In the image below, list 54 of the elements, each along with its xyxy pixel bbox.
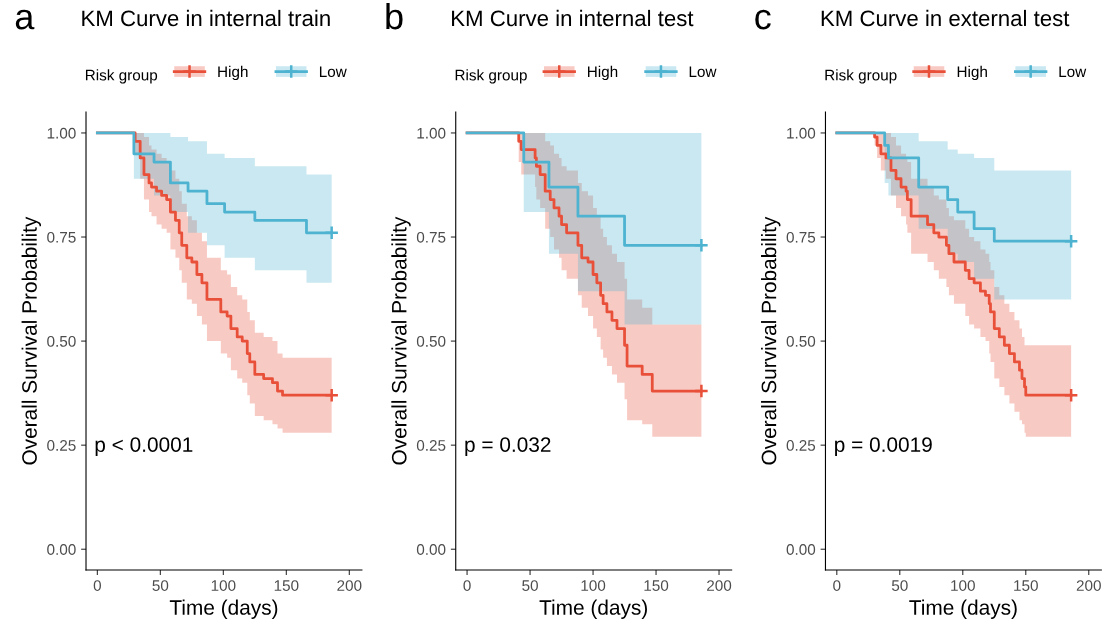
legend-label: Low <box>319 66 347 78</box>
x-tick-label: 200 <box>1076 580 1101 591</box>
x-axis-title: Time (days) <box>909 599 1017 619</box>
x-tick-label: 150 <box>1014 580 1038 591</box>
y-tick-label: 0.75 <box>47 231 76 243</box>
x-tick-label: 100 <box>951 580 975 591</box>
y-tick-label: 0.75 <box>416 231 446 243</box>
x-tick-label: 0 <box>463 580 471 591</box>
y-tick-label: 1.00 <box>787 127 816 139</box>
legend-label: High <box>218 65 248 81</box>
y-tick-label: 0.25 <box>47 440 76 451</box>
y-tick-label: 0.00 <box>47 544 76 555</box>
x-tick-label: 100 <box>211 580 236 591</box>
y-tick-label: 0.25 <box>786 440 816 451</box>
x-tick-label: 50 <box>522 580 538 591</box>
x-tick-label: 0 <box>833 580 841 591</box>
y-tick-label: 0.00 <box>416 544 446 555</box>
annotation: p < 0.0001 <box>95 437 193 457</box>
text: c <box>755 9 771 30</box>
legend-label: Low <box>1059 66 1087 78</box>
legend-title: Risk group <box>825 69 897 84</box>
y-axis-title: Overall Survival Probability <box>391 216 411 465</box>
x-tick-label: 200 <box>707 580 732 591</box>
annotation: p = 0.032 <box>465 437 551 457</box>
legend-label: High <box>588 65 618 81</box>
y-tick-label: 0.50 <box>47 335 76 347</box>
x-tick-label: 0 <box>93 580 101 591</box>
x-tick-label: 50 <box>152 580 169 591</box>
x-axis-title: Time (days) <box>539 599 647 619</box>
y-tick-label: 0.25 <box>416 440 446 451</box>
x-tick-label: 200 <box>337 580 362 591</box>
y-tick-label: 0.00 <box>786 544 816 555</box>
annotation: p = 0.0019 <box>835 437 932 457</box>
x-axis-title: Time (days) <box>169 599 278 619</box>
y-axis-title: Overall Survival Probability <box>21 216 41 465</box>
x-tick-label: 150 <box>274 580 299 591</box>
y-tick-label: 1.00 <box>417 127 446 139</box>
legend-title: Risk group <box>455 69 527 84</box>
x-tick-label: 50 <box>891 580 908 591</box>
y-axis-title: Overall Survival Probability <box>761 216 781 465</box>
x-tick-label: 150 <box>644 580 669 591</box>
chart-title: KM Curve in internal test <box>452 9 694 27</box>
chart-title: KM Curve in internal train <box>82 9 330 27</box>
y-tick-label: 0.75 <box>786 231 816 243</box>
y-tick-label: 1.00 <box>47 127 76 139</box>
y-tick-label: 0.50 <box>786 335 816 347</box>
text: a <box>15 9 35 30</box>
y-tick-label: 0.50 <box>416 335 446 347</box>
legend-label: Low <box>689 66 717 78</box>
legend-title: Risk group <box>85 69 158 84</box>
text: b <box>386 2 403 30</box>
legend-label: High <box>957 65 987 81</box>
x-tick-label: 100 <box>581 580 606 591</box>
chart-title: KM Curve in external test <box>821 9 1070 27</box>
